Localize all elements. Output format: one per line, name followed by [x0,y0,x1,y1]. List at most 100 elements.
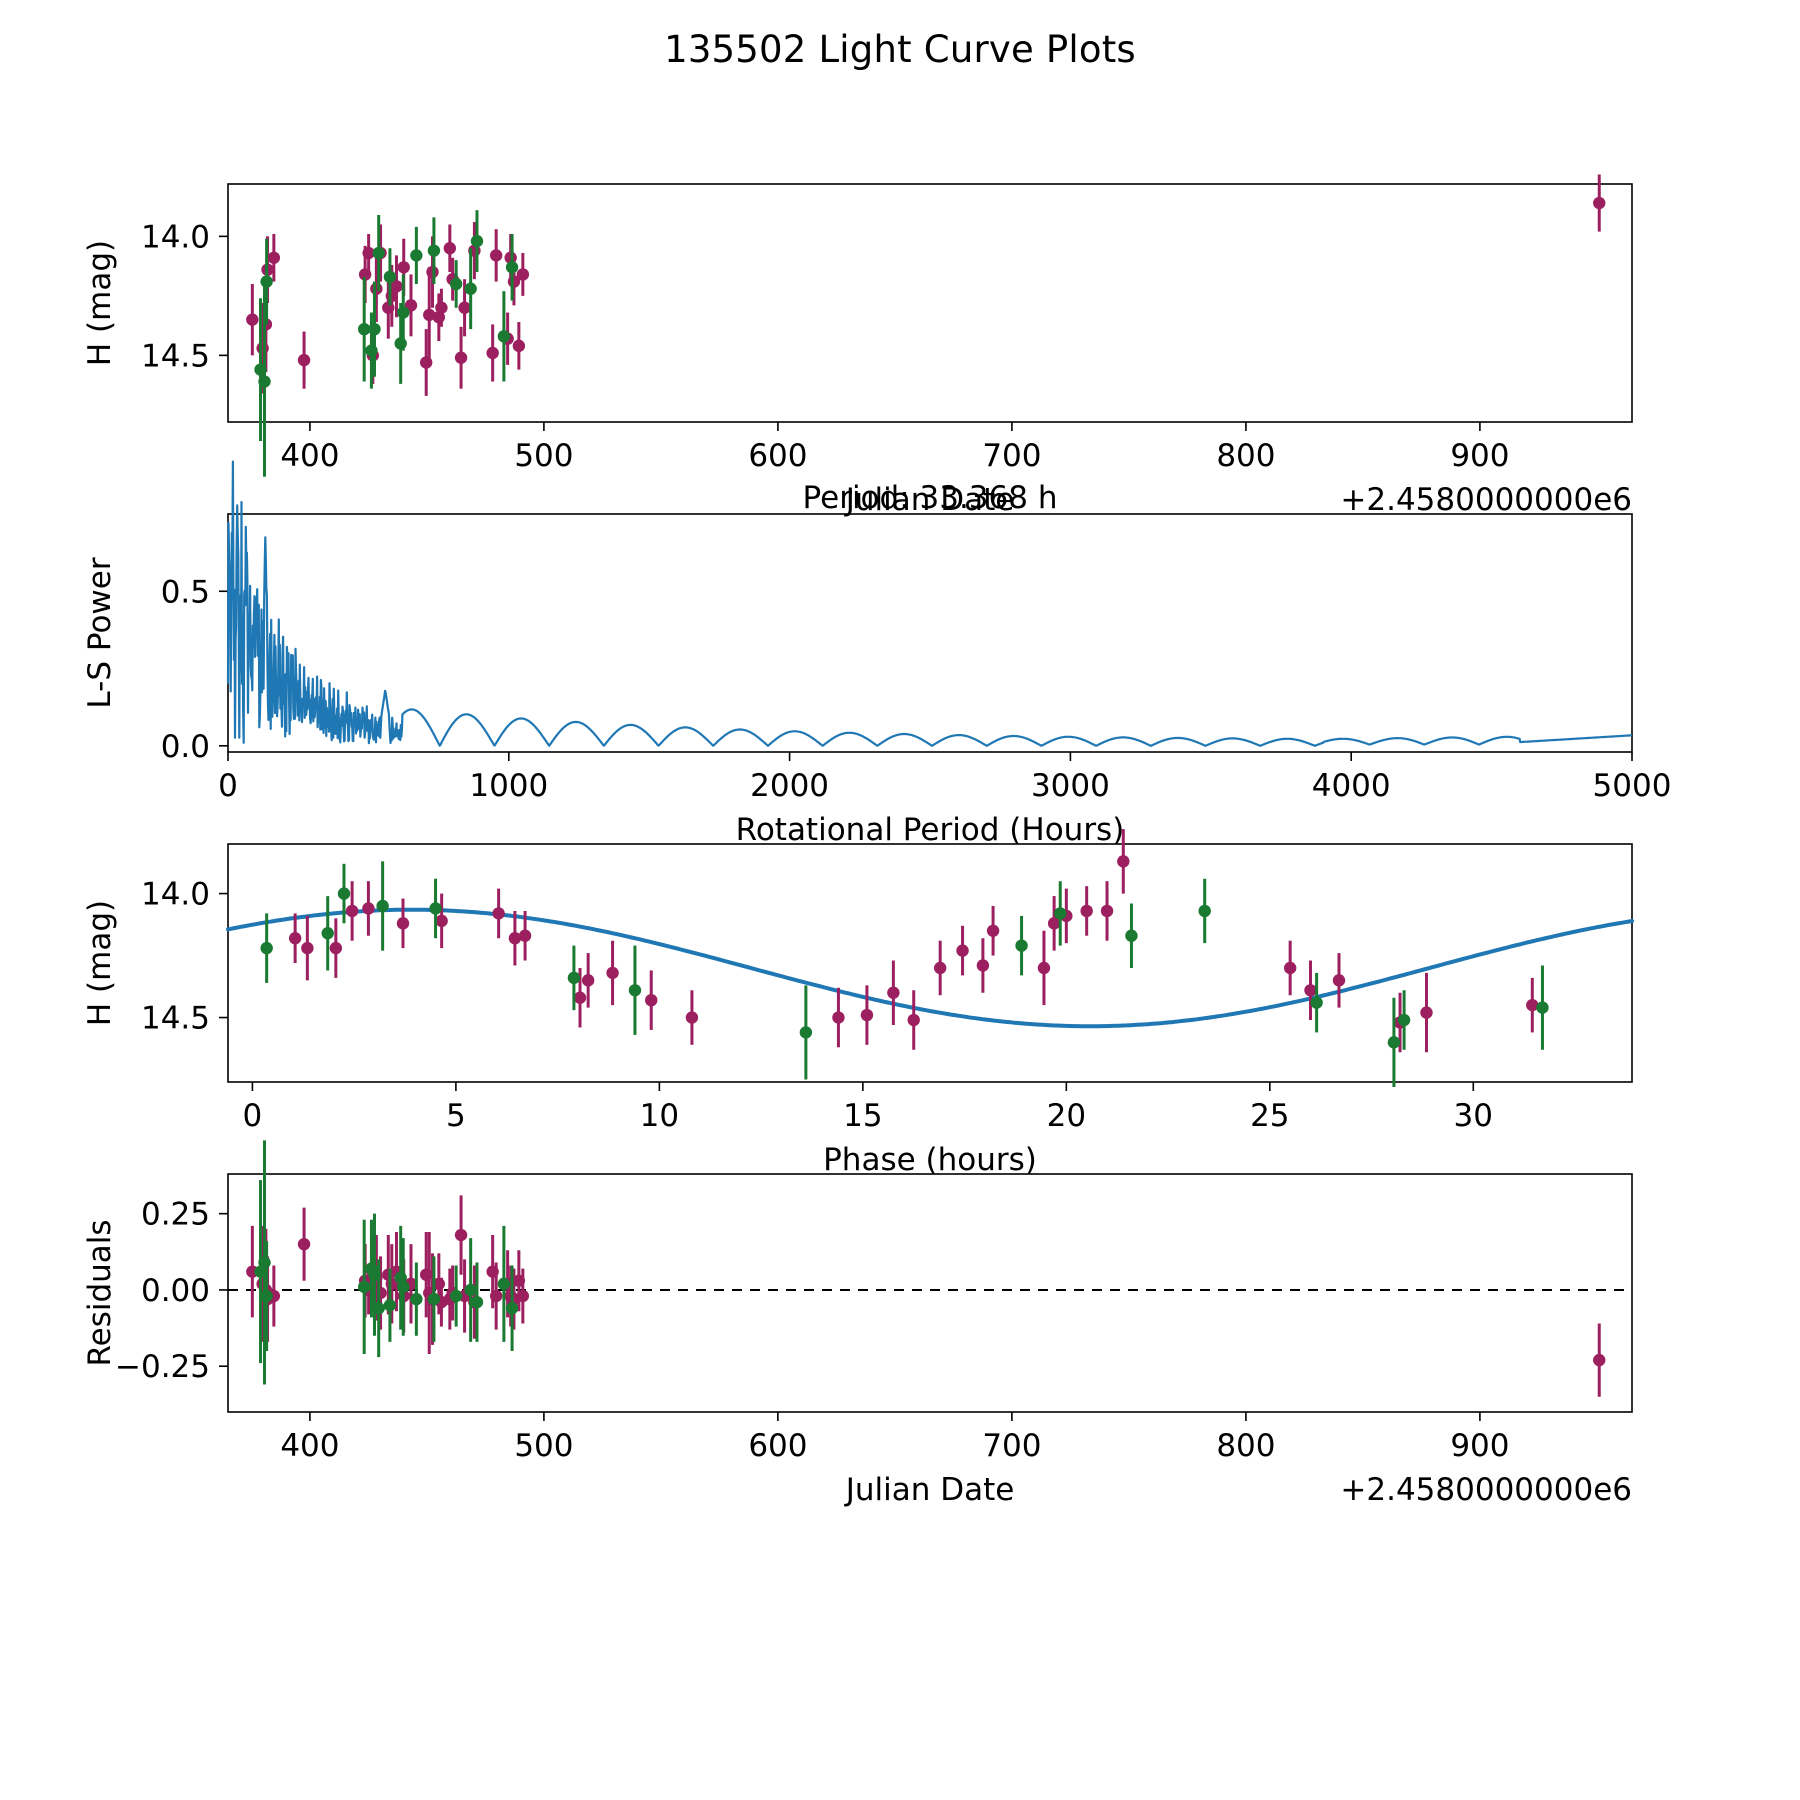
x-tick-label: 3000 [1031,768,1110,804]
data-point [435,914,448,928]
y-axis-label: H (mag) [82,900,118,1026]
model-fit-curve [226,907,1634,1029]
phase-folded-panel-svg: 0 5 10 15 20 25 30 14.0 14.5 H (mag) Phase (hours) [82,829,1634,1178]
data-point [390,280,403,293]
x-tick-label: 5000 [1593,768,1672,804]
data-point [301,941,314,955]
y-tick-label: 14.0 [141,877,210,913]
data-point [329,941,343,955]
data-point [685,1011,699,1024]
phase-folded-panel: 0 5 10 15 20 25 30 14.0 14.5 H (mag) Phase (hours) [0,820,1800,1178]
data-point [1304,984,1317,997]
data-point [887,986,900,999]
data-point [260,941,273,955]
data-point [260,275,273,288]
x-axis-offset-label: +2.4580000000e6 [1340,1472,1632,1508]
data-point [508,932,522,945]
periodogram-curve [226,460,1633,747]
data-point [362,902,375,915]
data-point [345,904,359,918]
data-point [1125,929,1138,942]
data-point [443,242,457,255]
data-point [1387,1036,1401,1049]
data-point [567,971,581,985]
data-point [258,1256,271,1269]
data-point [337,887,351,900]
data-point [505,261,519,274]
data-point [372,1302,385,1315]
y-tick-label: 14.0 [141,219,210,255]
plot-frame [227,513,1633,753]
data-point [267,251,281,264]
data-point [1593,196,1606,210]
data-point [246,313,259,326]
periodogram-panel: 0 1000 2000 3000 4000 5000 0.0 0.5 L-S Power Rota… [0,460,1800,848]
figure-title: 135502 Light Curve Plots [664,28,1136,71]
x-tick-label: 600 [748,438,807,474]
data-point [606,966,619,980]
data-point [397,1280,410,1294]
plot-frame [227,1173,1633,1413]
data-point [376,899,389,913]
panel-title: Period: 33.368 h [803,480,1058,516]
y-tick-label: 0.0 [161,729,210,765]
data-point [368,322,381,336]
data-series-series_b [254,1140,519,1385]
x-tick-label: 0 [218,768,238,804]
light-curve-panel-svg: 400 500 600 700 800 900 14.0 14.5 H (mag) Julian … [82,174,1633,518]
data-point [1037,961,1051,975]
x-tick-label: 4000 [1312,768,1391,804]
data-point [497,1277,511,1291]
data-point [860,1008,874,1022]
y-tick-label: −0.25 [115,1349,210,1385]
x-tick-label: 400 [280,1428,339,1464]
data-series-series_a [246,174,1606,396]
data-point [1100,904,1114,918]
x-tick-label: 500 [514,438,573,474]
data-point [464,1283,477,1297]
x-axis-label: Julian Date [844,1472,1015,1508]
data-point [397,306,410,319]
data-point [1536,1001,1549,1014]
y-tick-label: 14.5 [141,1001,210,1037]
data-point [435,301,448,314]
data-point [956,944,969,957]
data-point [357,322,371,336]
data-point [1080,904,1093,918]
data-point [486,346,499,360]
data-point [1283,961,1297,975]
x-tick-label: 10 [640,1098,679,1134]
data-point [497,330,511,343]
y-tick-label: 14.5 [141,338,210,374]
data-point [1526,998,1539,1012]
data-series-series_b [254,210,519,477]
data-point [297,353,311,367]
data-point [410,249,423,262]
data-point [581,974,595,987]
y-axis-label: Residuals [82,1219,118,1366]
data-point [1198,904,1211,918]
data-point [832,1011,845,1024]
x-tick-label: 900 [1450,1428,1509,1464]
data-point [383,270,397,284]
data-point [907,1013,920,1027]
data-point [933,961,947,975]
x-tick-label: 2000 [750,768,829,804]
x-tick-label: 5 [446,1098,466,1134]
data-point [458,301,471,314]
data-point [372,246,385,260]
data-point [573,991,587,1004]
plot-frame [227,843,1633,1083]
x-tick-label: 30 [1454,1098,1493,1134]
x-axis-offset-label: +2.4580000000e6 [1340,482,1632,518]
data-point [321,927,334,940]
data-point [427,1292,441,1306]
data-point [489,1289,503,1303]
data-point [1117,855,1130,868]
data-point [645,993,658,1007]
plot-frame [227,183,1633,423]
data-point [1310,996,1323,1009]
data-point [1015,939,1028,952]
data-point [1420,1006,1433,1019]
